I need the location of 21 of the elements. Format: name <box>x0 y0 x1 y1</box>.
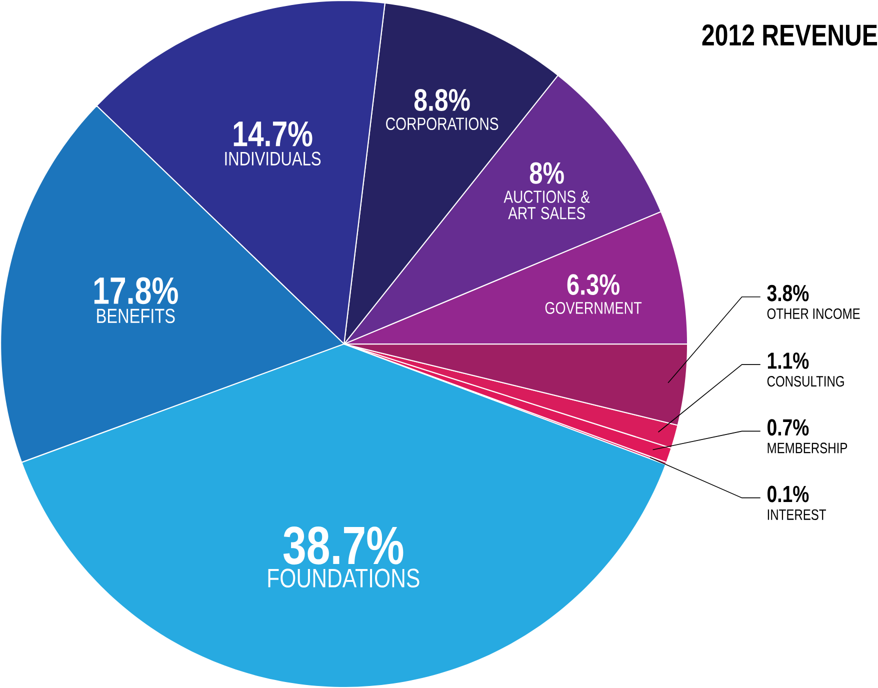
data-label: 0.7% <box>768 419 809 436</box>
text: 2012 REVENUE <box>702 24 878 46</box>
data-label: 3.8% <box>767 284 809 302</box>
data-label: 0.1% <box>768 486 809 502</box>
data-label: 17.8% <box>94 277 178 304</box>
slice-label: INDIVIDUALS <box>225 152 321 166</box>
data-label: 8.8% <box>414 88 470 111</box>
slice-label: INTEREST <box>768 509 826 520</box>
slice-label: BENEFITS <box>97 308 175 324</box>
data-label: 6.3% <box>567 274 620 295</box>
data-label: 14.7% <box>234 121 312 146</box>
slice-label: CONSULTING <box>767 376 844 387</box>
data-label: 38.7% <box>283 526 404 565</box>
slice-label: FOUNDATIONS <box>268 568 420 588</box>
slice-label: CORPORATIONS <box>386 118 498 130</box>
data-label: 1.1% <box>768 352 809 369</box>
data-label: 8% <box>530 162 564 184</box>
slice-label: OTHER INCOME <box>767 308 860 319</box>
slice-label: MEMBERSHIP <box>768 442 848 454</box>
slice-label: GOVERNMENT <box>545 302 642 314</box>
slice-label: AUCTIONS & ART SALES <box>504 190 590 220</box>
